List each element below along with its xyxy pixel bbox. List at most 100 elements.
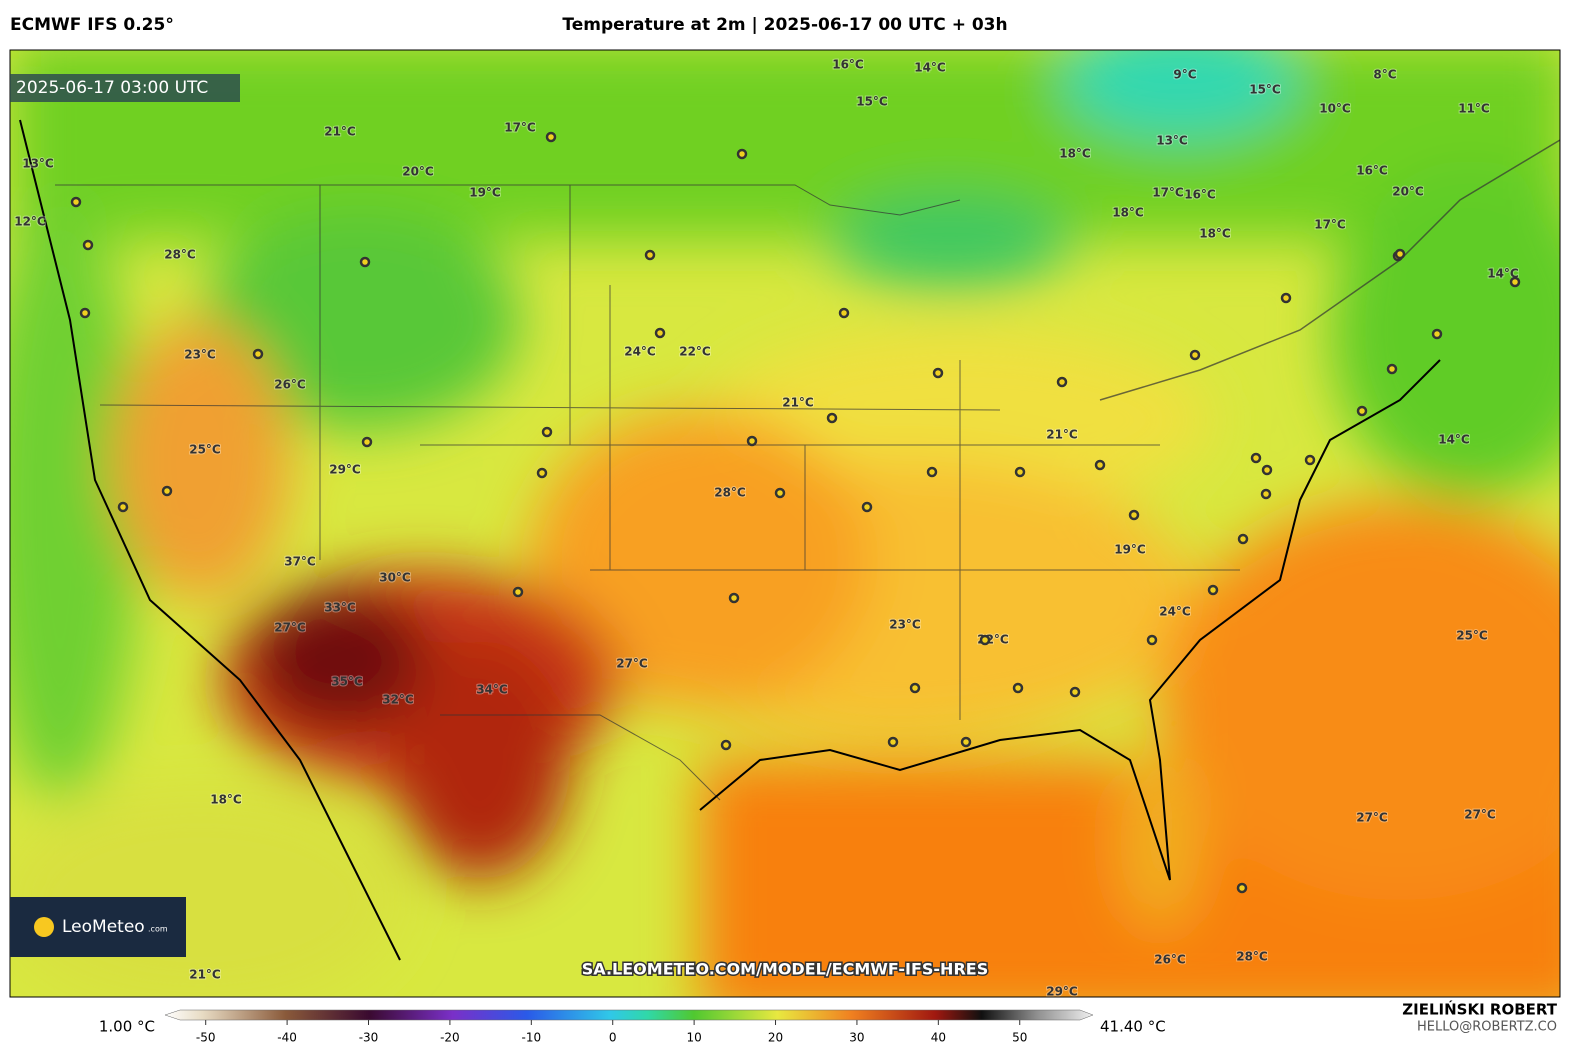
city-marker [70, 196, 82, 208]
city-marker [1386, 363, 1398, 375]
temperature-label: 11°C [1458, 102, 1490, 116]
map-title: Temperature at 2m | 2025-06-17 00 UTC + … [562, 15, 1007, 35]
temperature-label: 28°C [164, 248, 196, 262]
city-marker [838, 307, 850, 319]
temperature-label: 21°C [782, 396, 814, 410]
colorbar-tick-label: -20 [440, 1031, 460, 1045]
temperature-label: 15°C [1249, 83, 1281, 97]
max-label: 41.40 °C [1100, 1018, 1166, 1036]
city-marker [1260, 488, 1272, 500]
temperature-label: 18°C [1112, 206, 1144, 220]
temperature-label: 33°C [324, 601, 356, 615]
model-name: ECMWF IFS 0.25° [10, 15, 174, 35]
city-marker [79, 307, 91, 319]
temperature-label: 27°C [616, 657, 648, 671]
temperature-label: 21°C [1046, 428, 1078, 442]
temperature-label: 10°C [1319, 102, 1351, 116]
city-marker [117, 501, 129, 513]
city-marker [1304, 454, 1316, 466]
colorbar-tick-label: -10 [522, 1031, 542, 1045]
city-marker [252, 348, 264, 360]
temperature-label: 17°C [1314, 218, 1346, 232]
city-marker [1014, 466, 1026, 478]
temperature-label: 23°C [889, 618, 921, 632]
temperature-label: 18°C [210, 793, 242, 807]
city-marker [1356, 405, 1368, 417]
temperature-label: 37°C [284, 555, 316, 569]
temperature-label: 28°C [1236, 950, 1268, 964]
city-marker [960, 736, 972, 748]
temperature-label: 35°C [331, 675, 363, 689]
city-marker [1394, 248, 1406, 260]
temperature-label: 14°C [1487, 267, 1519, 281]
east-coast [699, 359, 1441, 881]
city-marker [359, 256, 371, 268]
temperature-label: 8°C [1373, 68, 1396, 82]
temperature-label: 29°C [1046, 985, 1078, 999]
temperature-label: 21°C [189, 968, 221, 982]
temperature-label: 14°C [1438, 433, 1470, 447]
city-marker [1509, 276, 1521, 288]
city-marker [1261, 464, 1273, 476]
city-marker [1189, 349, 1201, 361]
borders [55, 139, 1560, 801]
temperature-label: 30°C [379, 571, 411, 585]
city-marker [1012, 682, 1024, 694]
temperature-label: 20°C [402, 165, 434, 179]
min-label: 1.00 °C [99, 1018, 155, 1036]
temperature-label: 24°C [1159, 605, 1191, 619]
temperature-label: 34°C [476, 683, 508, 697]
temperature-label: 23°C [184, 348, 216, 362]
city-marker [720, 739, 732, 751]
city-marker [746, 435, 758, 447]
temperature-label: 25°C [1456, 629, 1488, 643]
temperature-label: 26°C [274, 378, 306, 392]
city-marker [774, 487, 786, 499]
temperature-label: 13°C [22, 157, 54, 171]
timestamp: 2025-06-17 03:00 UTC [16, 78, 208, 98]
city-marker [541, 426, 553, 438]
temperature-label: 24°C [624, 345, 656, 359]
temperature-label: 18°C [1059, 147, 1091, 161]
temperature-label: 16°C [832, 58, 864, 72]
city-marker [1280, 292, 1292, 304]
colorbar-tick-label: -50 [196, 1031, 216, 1045]
temperature-label: 26°C [1154, 953, 1186, 967]
temperature-label: 9°C [1173, 68, 1196, 82]
timestamp-box [10, 74, 240, 102]
city-marker [1207, 584, 1219, 596]
city-marker [1069, 686, 1081, 698]
city-marker [1250, 452, 1262, 464]
url: SA.LEOMETEO.COM/MODEL/ECMWF-IFS-HRES [582, 960, 988, 979]
logo-suffix: .com [148, 925, 168, 934]
colorbar-tick-label: 10 [686, 1031, 701, 1045]
city-marker [361, 436, 373, 448]
temperature-label: 19°C [469, 186, 501, 200]
colorbar-tick-label: 30 [849, 1031, 864, 1045]
temperature-label: 12°C [14, 215, 46, 229]
temperature-label: 14°C [914, 61, 946, 75]
city-marker [536, 467, 548, 479]
temperature-label: 20°C [1392, 185, 1424, 199]
temperature-label: 15°C [856, 95, 888, 109]
temperature-label: 19°C [1114, 543, 1146, 557]
temperature-label: 13°C [1156, 134, 1188, 148]
temperature-label: 27°C [274, 621, 306, 635]
city-marker [82, 239, 94, 251]
email: HELLO@ROBERTZ.CO [1417, 1020, 1557, 1035]
temperature-label: 27°C [1464, 808, 1496, 822]
colorbar-tick-label: 50 [1012, 1031, 1027, 1045]
temperature-label: 17°C [504, 121, 536, 135]
city-marker [1431, 328, 1443, 340]
city-marker [512, 586, 524, 598]
city-marker [1056, 376, 1068, 388]
temperature-label: 18°C [1199, 227, 1231, 241]
city-marker [644, 249, 656, 261]
temperature-label: 21°C [324, 125, 356, 139]
logo-sun [34, 917, 54, 937]
west-coast [19, 119, 401, 961]
colorbar-tick-label: -30 [359, 1031, 379, 1045]
logo-text: LeoMeteo [62, 917, 145, 937]
city-marker [1094, 459, 1106, 471]
